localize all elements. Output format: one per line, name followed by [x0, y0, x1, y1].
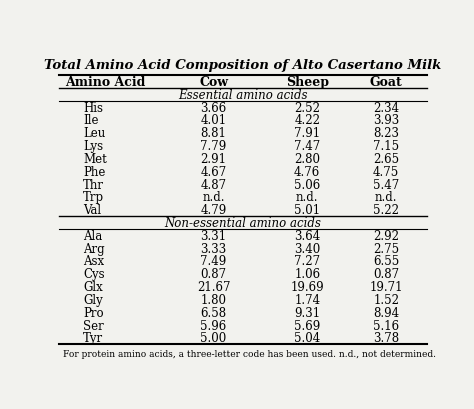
- Text: Ile: Ile: [83, 114, 99, 127]
- Text: Cys: Cys: [83, 267, 105, 281]
- Text: 19.69: 19.69: [291, 281, 324, 293]
- Text: 1.52: 1.52: [373, 293, 399, 306]
- Text: 5.96: 5.96: [201, 319, 227, 332]
- Text: 8.94: 8.94: [373, 306, 399, 319]
- Text: Total Amino Acid Composition of Alto Casertano Milk: Total Amino Acid Composition of Alto Cas…: [44, 59, 442, 72]
- Text: n.d.: n.d.: [375, 191, 397, 204]
- Text: 7.79: 7.79: [201, 140, 227, 153]
- Text: Thr: Thr: [83, 178, 104, 191]
- Text: 2.92: 2.92: [373, 229, 399, 242]
- Text: 8.23: 8.23: [373, 127, 399, 140]
- Text: 4.75: 4.75: [373, 165, 399, 178]
- Text: 8.81: 8.81: [201, 127, 227, 140]
- Text: 7.27: 7.27: [294, 255, 320, 268]
- Text: Goat: Goat: [370, 76, 402, 89]
- Text: 5.01: 5.01: [294, 204, 320, 217]
- Text: 3.78: 3.78: [373, 332, 399, 344]
- Text: His: His: [83, 101, 103, 114]
- Text: 0.87: 0.87: [201, 267, 227, 281]
- Text: 7.91: 7.91: [294, 127, 320, 140]
- Text: Asx: Asx: [83, 255, 104, 268]
- Text: 5.00: 5.00: [201, 332, 227, 344]
- Text: 2.75: 2.75: [373, 242, 399, 255]
- Text: 5.69: 5.69: [294, 319, 320, 332]
- Text: Gly: Gly: [83, 293, 103, 306]
- Text: 6.55: 6.55: [373, 255, 399, 268]
- Text: Amino Acid: Amino Acid: [65, 76, 145, 89]
- Text: 7.49: 7.49: [201, 255, 227, 268]
- Text: 3.40: 3.40: [294, 242, 320, 255]
- Text: 7.15: 7.15: [373, 140, 399, 153]
- Text: Pro: Pro: [83, 306, 104, 319]
- Text: 19.71: 19.71: [369, 281, 403, 293]
- Text: 4.01: 4.01: [201, 114, 227, 127]
- Text: n.d.: n.d.: [296, 191, 319, 204]
- Text: Ala: Ala: [83, 229, 102, 242]
- Text: Trp: Trp: [83, 191, 104, 204]
- Text: Non-essential amino acids: Non-essential amino acids: [164, 216, 321, 229]
- Text: 5.47: 5.47: [373, 178, 399, 191]
- Text: Ser: Ser: [83, 319, 104, 332]
- Text: Met: Met: [83, 153, 107, 166]
- Text: Cow: Cow: [199, 76, 228, 89]
- Text: Sheep: Sheep: [286, 76, 328, 89]
- Text: Lys: Lys: [83, 140, 103, 153]
- Text: For protein amino acids, a three-letter code has been used. n.d., not determined: For protein amino acids, a three-letter …: [63, 349, 436, 358]
- Text: 9.31: 9.31: [294, 306, 320, 319]
- Text: 1.06: 1.06: [294, 267, 320, 281]
- Text: 0.87: 0.87: [373, 267, 399, 281]
- Text: 2.52: 2.52: [294, 101, 320, 114]
- Text: 5.22: 5.22: [373, 204, 399, 217]
- Text: 5.16: 5.16: [373, 319, 399, 332]
- Text: 1.80: 1.80: [201, 293, 227, 306]
- Text: 4.67: 4.67: [201, 165, 227, 178]
- Text: 4.79: 4.79: [201, 204, 227, 217]
- Text: 3.64: 3.64: [294, 229, 320, 242]
- Text: 7.47: 7.47: [294, 140, 320, 153]
- Text: 3.93: 3.93: [373, 114, 399, 127]
- Text: 2.91: 2.91: [201, 153, 227, 166]
- Text: 1.74: 1.74: [294, 293, 320, 306]
- Text: 2.80: 2.80: [294, 153, 320, 166]
- Text: Tyr: Tyr: [83, 332, 103, 344]
- Text: 21.67: 21.67: [197, 281, 230, 293]
- Text: Phe: Phe: [83, 165, 106, 178]
- Text: 4.22: 4.22: [294, 114, 320, 127]
- Text: Glx: Glx: [83, 281, 103, 293]
- Text: Val: Val: [83, 204, 101, 217]
- Text: 5.04: 5.04: [294, 332, 320, 344]
- Text: 3.31: 3.31: [201, 229, 227, 242]
- Text: 3.66: 3.66: [201, 101, 227, 114]
- Text: n.d.: n.d.: [202, 191, 225, 204]
- Text: 6.58: 6.58: [201, 306, 227, 319]
- Text: 5.06: 5.06: [294, 178, 320, 191]
- Text: 3.33: 3.33: [201, 242, 227, 255]
- Text: 4.76: 4.76: [294, 165, 320, 178]
- Text: Essential amino acids: Essential amino acids: [178, 89, 308, 101]
- Text: 2.34: 2.34: [373, 101, 399, 114]
- Text: 4.87: 4.87: [201, 178, 227, 191]
- Text: Arg: Arg: [83, 242, 105, 255]
- Text: 2.65: 2.65: [373, 153, 399, 166]
- Text: Leu: Leu: [83, 127, 105, 140]
